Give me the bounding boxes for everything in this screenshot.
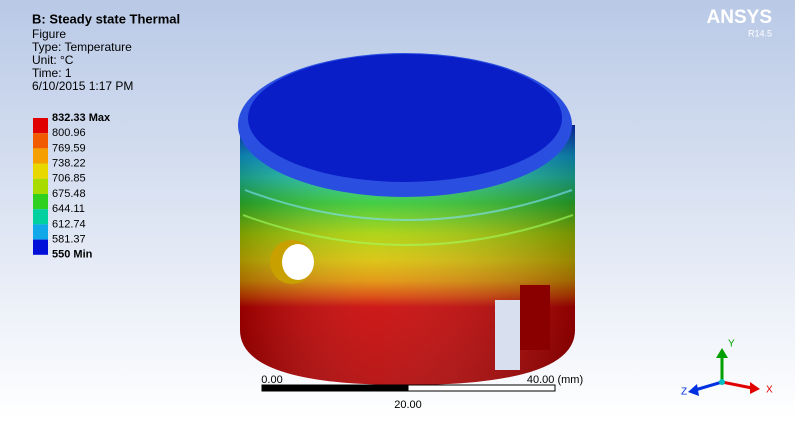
legend-band xyxy=(33,240,48,255)
legend-label: 738.22 xyxy=(52,158,86,170)
legend-band xyxy=(33,164,48,179)
header-line: Type: Temperature xyxy=(32,40,132,54)
legend-label: 769.59 xyxy=(52,142,86,154)
legend-label: 832.33 Max xyxy=(52,112,111,124)
axis-y: Y xyxy=(728,339,735,350)
legend-band xyxy=(33,224,48,239)
header-line: 6/10/2015 1:17 PM xyxy=(32,79,133,93)
scale-right: 40.00 (mm) xyxy=(527,374,583,386)
header-line: Unit: °C xyxy=(32,53,74,67)
axis-z: Z xyxy=(681,387,687,398)
legend-label: 706.85 xyxy=(52,173,86,185)
version: R14.5 xyxy=(748,28,772,38)
legend-label: 644.11 xyxy=(52,203,85,215)
legend-band xyxy=(33,194,48,209)
header-line: Figure xyxy=(32,27,66,41)
logo: ANSYS xyxy=(707,7,772,28)
header-line: Time: 1 xyxy=(32,66,72,80)
scale-bar xyxy=(262,385,555,391)
viewport: B: Steady state Thermal FigureType: Temp… xyxy=(0,0,795,419)
legend-label: 800.96 xyxy=(52,127,86,139)
legend-label: 675.48 xyxy=(52,188,86,200)
scale-left: 0.00 xyxy=(261,374,282,386)
legend-band xyxy=(33,179,48,194)
scale-middle: 20.00 xyxy=(394,399,422,411)
legend-band xyxy=(33,133,48,148)
legend-label: 550 Min xyxy=(52,249,93,261)
piston xyxy=(238,53,575,385)
header-title: B: Steady state Thermal xyxy=(32,11,180,26)
legend-label: 581.37 xyxy=(52,234,86,246)
axis-x: X xyxy=(766,385,773,396)
legend-band xyxy=(33,118,48,133)
legend-band xyxy=(33,148,48,163)
legend-band xyxy=(33,209,48,224)
legend-label: 612.74 xyxy=(52,218,86,230)
